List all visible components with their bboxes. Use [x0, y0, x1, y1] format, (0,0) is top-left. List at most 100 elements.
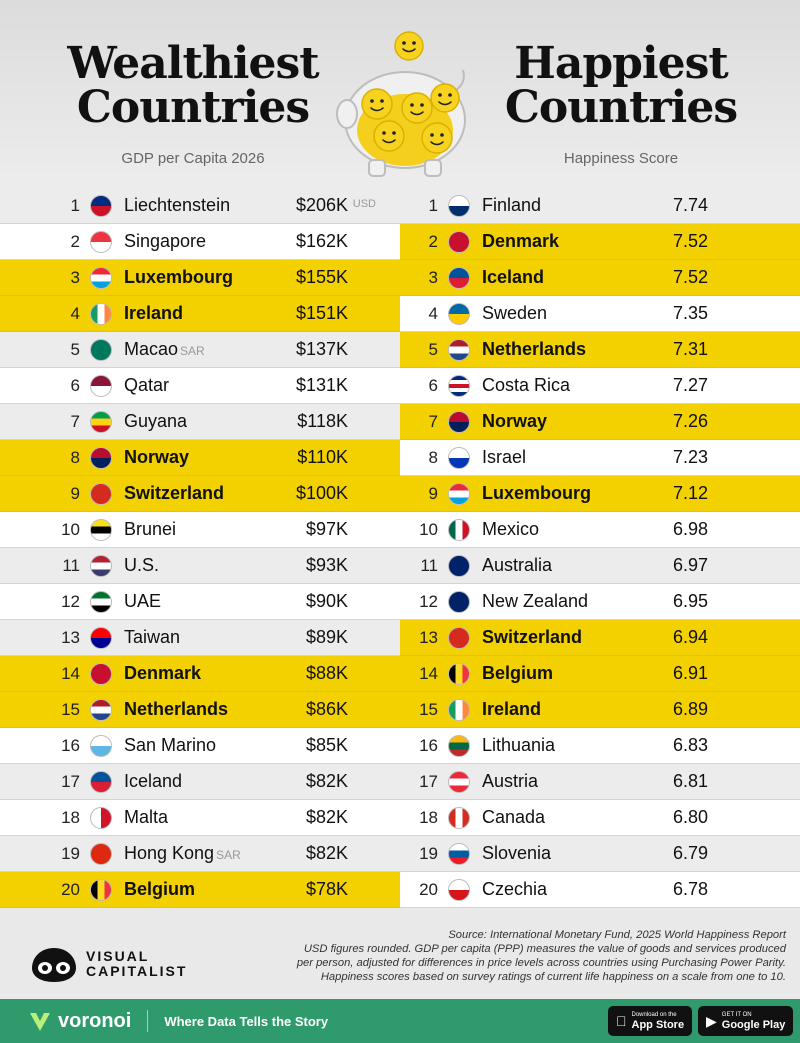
- table-row: 6 Costa Rica 7.27: [400, 368, 800, 404]
- rank: 13: [61, 627, 80, 647]
- rank: 17: [419, 771, 438, 791]
- gdp-value: $100K: [295, 483, 348, 503]
- gdp-value: $162K: [295, 231, 348, 251]
- rank: 13: [419, 627, 438, 647]
- flag-icon: [90, 698, 112, 721]
- table-row: 13 Switzerland 6.94: [400, 620, 800, 656]
- table-row: 17 Iceland $82K: [0, 764, 400, 800]
- flag-icon: [448, 482, 470, 505]
- country-name: Ireland: [482, 699, 542, 719]
- country-name: Sweden: [482, 303, 548, 323]
- gdp-value: $155K: [295, 267, 348, 287]
- rank: 16: [419, 735, 438, 755]
- flag-icon: [90, 518, 112, 541]
- table-row: 5 Netherlands 7.31: [400, 332, 800, 368]
- unit-note: USD: [352, 198, 376, 210]
- rank: 16: [61, 735, 80, 755]
- happiness-value: 6.91: [672, 663, 708, 683]
- flag-icon: [90, 410, 112, 433]
- rank: 1: [70, 195, 80, 215]
- country-name: Guyana: [124, 411, 188, 431]
- gdp-value: $110K: [297, 447, 348, 467]
- gdp-value: $82K: [305, 771, 348, 791]
- country-name: Qatar: [124, 375, 170, 395]
- happiness-value: 6.98: [672, 519, 708, 539]
- flag-icon: [448, 266, 470, 289]
- country-name: Singapore: [124, 231, 207, 251]
- country-name: San Marino: [124, 735, 217, 755]
- country-name: Finland: [482, 195, 542, 215]
- flag-icon: [90, 734, 112, 757]
- gdp-value: $97K: [305, 519, 348, 539]
- country-name: New Zealand: [482, 591, 589, 611]
- country-name: Taiwan: [124, 627, 181, 647]
- note-line-3: Happiness scores based on survey ratings…: [320, 971, 786, 983]
- happiness-value: 7.23: [672, 447, 708, 467]
- table-row: 10 Mexico 6.98: [400, 512, 800, 548]
- source-text: Source: International Monetary Fund, 202…: [448, 929, 786, 941]
- left-title: Wealthiest Countries: [67, 38, 319, 133]
- flag-icon: [448, 698, 470, 721]
- table-row: 7 Norway 7.26: [400, 404, 800, 440]
- rank: 9: [428, 483, 438, 503]
- rank: 11: [62, 555, 80, 575]
- table-row: 16 Lithuania 6.83: [400, 728, 800, 764]
- flag-icon: [448, 518, 470, 541]
- flag-icon: [448, 590, 470, 613]
- vc-line1: VISUAL: [86, 948, 150, 964]
- happiness-value: 7.35: [672, 303, 708, 323]
- happiness-value: 6.89: [672, 699, 708, 719]
- flag-icon: [90, 482, 112, 505]
- happiest-table: 1 Finland 7.74 2 Denmark 7.52 3 Iceland 7.52 4 Swe…: [400, 188, 800, 908]
- right-subtitle: Happiness Score: [563, 150, 679, 167]
- rank: 9: [70, 483, 80, 503]
- rank: 3: [428, 267, 438, 287]
- table-row: 7 Guyana $118K: [0, 404, 400, 440]
- table-row: 14 Belgium 6.91: [400, 656, 800, 692]
- table-row: 12 New Zealand 6.95: [400, 584, 800, 620]
- country-suffix: SAR: [180, 344, 205, 358]
- flag-icon: [90, 878, 112, 901]
- country-suffix: SAR: [216, 848, 241, 862]
- tagline: Where Data Tells the Story: [164, 1013, 329, 1029]
- app-store-button[interactable]:  Download on the App Store: [608, 1006, 693, 1036]
- voronoi-logo[interactable]: voronoi: [28, 1009, 131, 1033]
- flag-icon: [448, 662, 470, 685]
- gdp-value: $78K: [305, 879, 348, 899]
- gdp-value: $86K: [305, 699, 348, 719]
- rank: 20: [61, 879, 80, 899]
- rank: 15: [61, 699, 80, 719]
- table-row: 15 Netherlands $86K: [0, 692, 400, 728]
- flag-icon: [90, 590, 112, 613]
- flag-icon: [448, 734, 470, 757]
- happiness-value: 7.26: [672, 411, 708, 431]
- happiness-value: 6.83: [672, 735, 708, 755]
- table-row: 2 Singapore $162K: [0, 224, 400, 260]
- flag-icon: [90, 554, 112, 577]
- table-row: 11 U.S. $93K: [0, 548, 400, 584]
- flag-icon: [90, 662, 112, 685]
- flag-icon: [90, 842, 112, 865]
- country-name: Switzerland: [124, 483, 225, 503]
- flag-icon: [448, 878, 470, 901]
- flag-icon: [448, 338, 470, 361]
- rank: 12: [419, 591, 438, 611]
- flag-icon: [448, 230, 470, 253]
- gdp-value: $82K: [305, 807, 348, 827]
- rank: 6: [70, 375, 80, 395]
- country-name: Norway: [482, 411, 548, 431]
- table-row: 3 Luxembourg $155K: [0, 260, 400, 296]
- country-name: Australia: [482, 555, 553, 575]
- flag-icon: [448, 842, 470, 865]
- voronoi-icon: [30, 1013, 50, 1031]
- flag-icon: [448, 374, 470, 397]
- country-name: Malta: [124, 807, 169, 827]
- table-row: 12 UAE $90K: [0, 584, 400, 620]
- flag-icon: [90, 194, 112, 217]
- table-row: 6 Qatar $131K: [0, 368, 400, 404]
- country-name: Netherlands: [124, 699, 229, 719]
- google-play-button[interactable]: ▶ GET IT ON Google Play: [698, 1006, 794, 1036]
- rank: 8: [428, 447, 438, 467]
- country-name: Denmark: [124, 663, 202, 683]
- rank: 2: [70, 231, 80, 251]
